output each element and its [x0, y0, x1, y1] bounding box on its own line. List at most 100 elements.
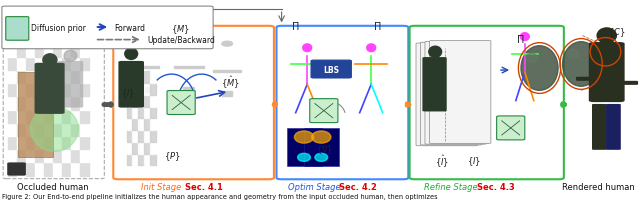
Text: $\{I\}$: $\{I\}$	[121, 87, 135, 99]
Bar	[44, 136, 53, 149]
Bar	[62, 44, 71, 58]
Ellipse shape	[367, 45, 376, 52]
Bar	[17, 44, 26, 58]
Bar	[17, 149, 26, 163]
Bar	[53, 136, 62, 149]
Bar	[35, 71, 44, 84]
Bar	[26, 44, 35, 58]
FancyBboxPatch shape	[167, 91, 195, 115]
Ellipse shape	[294, 131, 314, 143]
Bar	[17, 84, 26, 97]
FancyBboxPatch shape	[304, 128, 339, 167]
Bar	[71, 84, 80, 97]
Bar	[17, 97, 26, 110]
Ellipse shape	[526, 54, 538, 63]
Ellipse shape	[64, 51, 77, 62]
Bar	[80, 149, 89, 163]
Text: $\{\hat{M}\}$: $\{\hat{M}\}$	[221, 75, 240, 91]
FancyBboxPatch shape	[58, 62, 83, 108]
Bar	[144, 154, 150, 166]
FancyBboxPatch shape	[576, 77, 598, 81]
Bar	[80, 163, 89, 176]
Bar	[138, 107, 144, 119]
Bar	[26, 136, 35, 149]
FancyBboxPatch shape	[287, 128, 322, 167]
Text: Diffusion prior: Diffusion prior	[31, 23, 86, 32]
Bar	[71, 149, 80, 163]
FancyBboxPatch shape	[311, 61, 351, 79]
Bar	[71, 44, 80, 58]
Bar	[150, 119, 156, 130]
Bar	[222, 92, 232, 97]
Bar	[26, 123, 35, 136]
FancyBboxPatch shape	[310, 99, 338, 123]
Bar	[44, 110, 53, 123]
Bar	[174, 67, 204, 69]
Ellipse shape	[172, 88, 180, 94]
FancyBboxPatch shape	[592, 104, 607, 150]
Bar	[132, 154, 138, 166]
Bar	[44, 84, 53, 97]
Bar	[35, 97, 44, 110]
Text: $\Pi$: $\Pi$	[373, 20, 382, 32]
Bar	[53, 71, 62, 84]
FancyBboxPatch shape	[606, 104, 621, 150]
Bar	[80, 123, 89, 136]
Ellipse shape	[43, 55, 57, 67]
Bar	[132, 107, 138, 119]
Bar	[127, 72, 132, 84]
FancyBboxPatch shape	[8, 163, 26, 175]
Bar	[71, 163, 80, 176]
Bar	[53, 97, 62, 110]
FancyBboxPatch shape	[422, 58, 447, 112]
Bar	[80, 58, 89, 71]
Text: $\{M\}$: $\{M\}$	[171, 23, 190, 36]
Text: $\{I\}$: $\{I\}$	[467, 154, 481, 167]
Bar	[132, 119, 138, 130]
Text: $\{\hat{I}\}$: $\{\hat{I}\}$	[435, 153, 449, 169]
Bar	[144, 130, 150, 142]
Bar	[62, 58, 71, 71]
Bar	[71, 71, 80, 84]
Bar	[8, 149, 17, 163]
Bar	[8, 110, 17, 123]
Bar	[17, 136, 26, 149]
Bar	[132, 130, 138, 142]
Bar	[80, 71, 89, 84]
Ellipse shape	[222, 42, 232, 47]
Text: LBS: LBS	[323, 65, 339, 74]
Bar	[138, 72, 144, 84]
Bar	[150, 154, 156, 166]
Bar	[53, 123, 62, 136]
Bar	[62, 163, 71, 176]
Text: Rendered human: Rendered human	[562, 182, 635, 191]
Bar	[35, 136, 44, 149]
Bar	[138, 95, 144, 107]
Bar	[144, 72, 150, 84]
Bar	[35, 149, 44, 163]
Bar	[80, 84, 89, 97]
Bar	[132, 95, 138, 107]
Bar	[144, 95, 150, 107]
Bar	[35, 110, 44, 123]
Bar	[132, 84, 138, 95]
Bar	[35, 163, 44, 176]
Bar	[44, 163, 53, 176]
FancyBboxPatch shape	[429, 41, 491, 144]
Bar	[53, 110, 62, 123]
Bar	[138, 84, 144, 95]
Bar	[127, 130, 132, 142]
Bar	[53, 58, 62, 71]
Bar	[138, 142, 144, 154]
Bar	[71, 97, 80, 110]
FancyBboxPatch shape	[589, 43, 625, 103]
Bar	[150, 84, 156, 95]
Bar	[44, 71, 53, 84]
Text: Init Stage: Init Stage	[141, 182, 184, 191]
Ellipse shape	[312, 131, 331, 143]
Bar	[17, 123, 26, 136]
Bar	[35, 58, 44, 71]
Text: Figure 2: Our End-to-end pipeline initializes the human appearance and geometry : Figure 2: Our End-to-end pipeline initia…	[2, 193, 438, 199]
Bar	[17, 58, 26, 71]
Ellipse shape	[303, 45, 312, 52]
